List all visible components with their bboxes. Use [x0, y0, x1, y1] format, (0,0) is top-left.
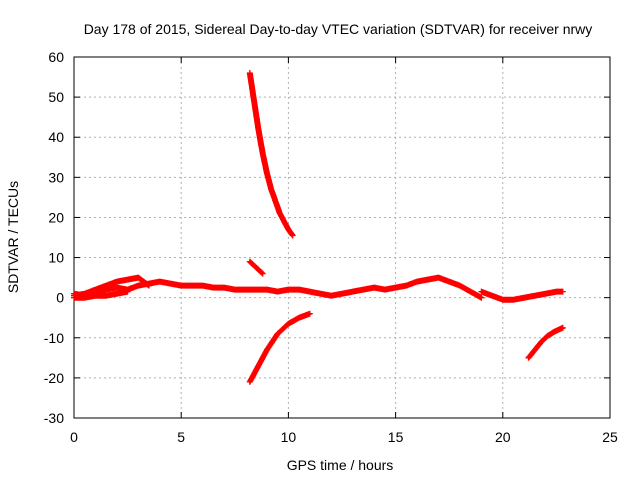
x-tick-label: 25 — [602, 429, 618, 445]
plot-frame — [73, 56, 611, 419]
series-markers — [525, 324, 566, 361]
y-tick-label: -20 — [44, 370, 64, 386]
series-post-19h-segment — [478, 288, 566, 303]
y-tick-label: 40 — [48, 129, 64, 145]
y-tick-label: -10 — [44, 330, 64, 346]
tick-marks — [73, 56, 611, 419]
y-tick-label: -30 — [44, 410, 64, 426]
x-tick-label: 10 — [281, 429, 297, 445]
y-tick-label: 50 — [48, 89, 64, 105]
x-tick-labels: 0 5 10 15 20 25 — [70, 429, 618, 445]
series-late-rising-arc — [525, 324, 566, 361]
x-tick-label: 5 — [177, 429, 185, 445]
x-tick-label: 0 — [70, 429, 78, 445]
series-rising-arc — [246, 310, 313, 385]
axes — [73, 56, 611, 419]
x-tick-label: 20 — [495, 429, 511, 445]
chart-title: Day 178 of 2015, Sidereal Day-to-day VTE… — [84, 21, 593, 37]
series-markers — [478, 288, 566, 303]
x-axis-label: GPS time / hours — [287, 457, 394, 473]
y-tick-label: 30 — [48, 169, 64, 185]
y-tick-label: 60 — [48, 49, 64, 65]
series-markers — [246, 258, 266, 277]
y-tick-label: 0 — [56, 290, 64, 306]
series-markers — [246, 310, 313, 385]
series-falling-arc — [246, 70, 296, 239]
series-lower-band — [71, 288, 131, 301]
series-small-segment — [246, 258, 266, 277]
y-axis-label: SDTVAR / TECUs — [5, 181, 21, 293]
series-markers — [71, 288, 131, 301]
x-tick-label: 15 — [388, 429, 404, 445]
series-markers — [246, 70, 296, 239]
y-tick-label: 20 — [48, 209, 64, 225]
y-tick-labels: -30 -20 -10 0 10 20 30 40 50 60 — [44, 49, 64, 426]
data-series — [71, 70, 566, 385]
y-tick-label: 10 — [48, 250, 64, 266]
